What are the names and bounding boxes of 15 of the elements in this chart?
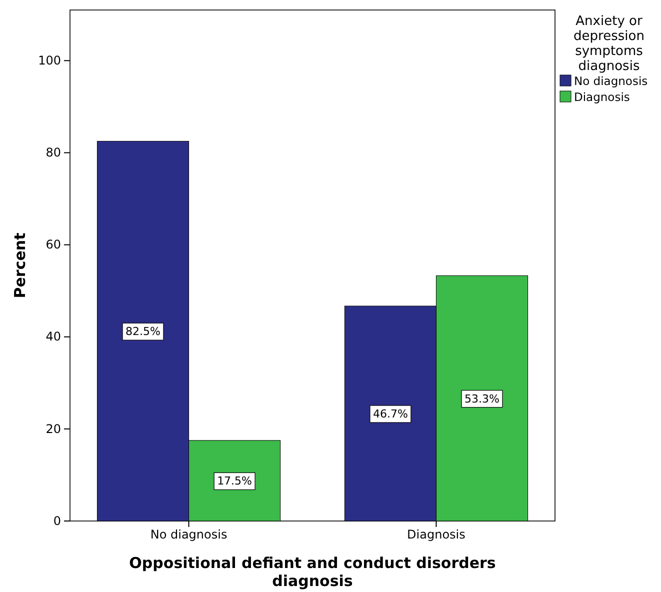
y-axis-title: Percent (11, 232, 29, 298)
data-label: 53.3% (464, 392, 500, 406)
legend-label: Diagnosis (574, 90, 630, 104)
y-tick-label: 80 (46, 146, 61, 160)
data-label: 82.5% (126, 325, 160, 338)
data-label: 46.7% (372, 408, 408, 421)
y-tick-label: 100 (38, 53, 61, 68)
data-label: 17.5% (217, 474, 252, 488)
x-axis-title: Oppositional defiant and conduct disorders diagnosis (129, 554, 496, 590)
y-tick-label: 60 (46, 238, 61, 252)
y-tick-label: 20 (46, 422, 61, 436)
legend-title: Anxiety or depression symptoms diagnosis (574, 14, 644, 74)
y-tick-label: 0 (53, 514, 61, 528)
y-tick-label: 40 (46, 330, 61, 344)
legend-label: No diagnosis (574, 74, 648, 88)
